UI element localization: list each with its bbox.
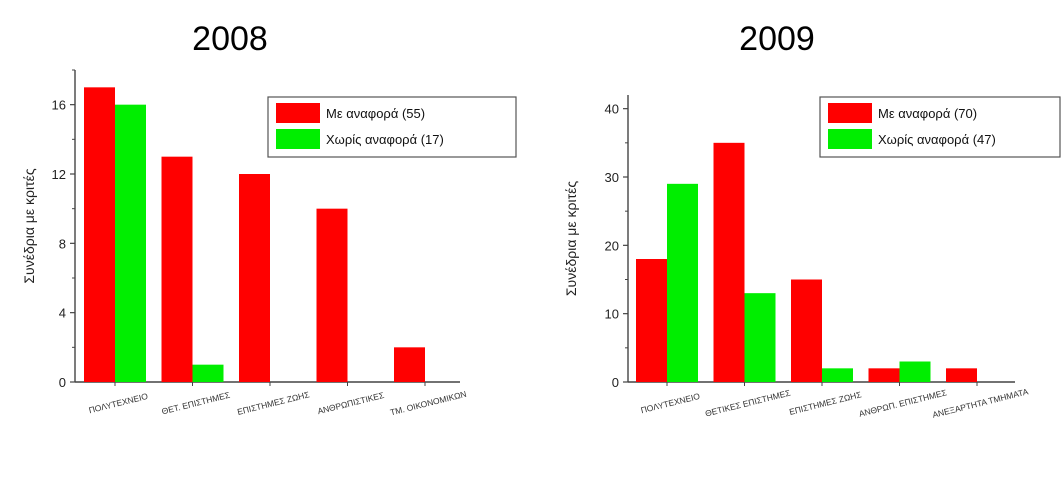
bar: [192, 364, 224, 382]
bar: [394, 347, 425, 382]
legend-swatch: [276, 129, 320, 149]
bar: [239, 174, 270, 382]
y-tick-label: 10: [605, 307, 619, 322]
y-tick-label: 16: [52, 98, 66, 113]
y-tick-label: 12: [52, 167, 66, 182]
legend-swatch: [276, 103, 320, 123]
x-tick-label: ΠΟΛΥΤΕΧΝΕΙΟ: [88, 391, 150, 415]
bar: [161, 156, 193, 382]
legend-label: Χωρίς αναφορά (17): [326, 132, 444, 147]
y-tick-label: 30: [605, 170, 619, 185]
x-tick-label: ΘΕΤ. ΕΠΙΣΤΗΜΕΣ: [161, 390, 231, 417]
x-tick-label: ΠΟΛΥΤΕΧΝΕΙΟ: [640, 391, 702, 415]
x-tick-label: ΕΠΙΣΤΗΜΕΣ ΖΩΗΣ: [236, 389, 310, 417]
chart-2008-plot: 2008 Συνέδρια με κριτές 0 4 8 12 16 ΠΟΛΥΤΕΧΝΕΙΟ…: [21, 20, 517, 418]
y-axis-label: Συνέδρια με κριτές: [21, 168, 37, 283]
bar: [316, 208, 348, 382]
y-tick-label: 20: [605, 238, 619, 253]
bar: [791, 279, 822, 382]
legend-label: Με αναφορά (70): [878, 106, 977, 121]
bar: [636, 259, 667, 382]
chart-title: 2008: [192, 20, 268, 58]
bar: [744, 293, 776, 382]
bar: [822, 368, 853, 382]
y-tick-label: 4: [59, 306, 66, 321]
chart-2008: 2008 Συνέδρια με κριτές 0 4 8 12 16 ΠΟΛΥΤΕΧΝΕΙΟ…: [0, 0, 530, 488]
bar: [84, 87, 115, 382]
bar: [713, 142, 745, 382]
bar: [868, 368, 900, 382]
legend-label: Χωρίς αναφορά (47): [878, 132, 996, 147]
chart-title: 2009: [739, 20, 815, 58]
legend-swatch: [828, 103, 872, 123]
x-tick-label: ΑΝΘΡΩΠΙΣΤΙΚΕΣ: [316, 390, 385, 416]
legend-label: Με αναφορά (55): [326, 106, 425, 121]
chart-2009-plot: 2009 Συνέδρια με κριτές 0 10 20 30 40 ΠΟΛΥΤΕΧΝΕ…: [563, 20, 1061, 420]
y-tick-label: 0: [59, 375, 66, 390]
x-tick-label: ΕΠΙΣΤΗΜΕΣ ΖΩΗΣ: [788, 389, 862, 417]
bar: [667, 183, 698, 382]
y-tick-label: 8: [59, 236, 66, 251]
y-tick-label: 0: [612, 375, 619, 390]
x-tick-label: ΤΜ. ΟΙΚΟΝΟΜΙΚΩΝ: [389, 389, 467, 418]
bar: [115, 104, 146, 383]
legend-swatch: [828, 129, 872, 149]
chart-2009: 2009 Συνέδρια με κριτές 0 10 20 30 40 ΠΟΛΥΤΕΧΝΕ…: [530, 0, 1061, 488]
x-tick-label: ΘΕΤΙΚΕΣ ΕΠΙΣΤΗΜΕΣ: [704, 388, 791, 419]
bar: [899, 361, 931, 382]
bar: [946, 368, 977, 382]
y-axis-label: Συνέδρια με κριτές: [563, 181, 579, 296]
y-tick-label: 40: [605, 102, 619, 117]
